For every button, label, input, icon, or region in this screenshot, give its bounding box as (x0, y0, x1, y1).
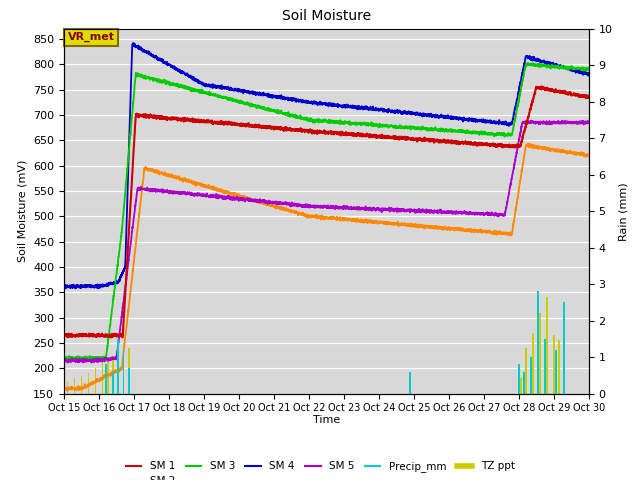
Bar (520, 378, 522, 394)
Bar (553, 336, 555, 394)
Bar (518, 364, 520, 394)
Bar (555, 350, 557, 394)
Bar (117, 339, 119, 394)
Bar (105, 364, 107, 394)
Bar (128, 348, 130, 394)
Bar (81, 376, 83, 394)
Bar (128, 368, 130, 394)
Title: Soil Moisture: Soil Moisture (282, 10, 371, 24)
Bar (544, 339, 546, 394)
Legend: SM 1, SM 2, SM 3, SM 4, SM 5, Precip_mm, TZ ppt: SM 1, SM 2, SM 3, SM 4, SM 5, Precip_mm,… (122, 457, 519, 480)
Y-axis label: Rain (mm): Rain (mm) (618, 182, 628, 240)
Bar (122, 343, 124, 394)
Bar (525, 348, 527, 394)
Bar (546, 297, 548, 394)
Bar (117, 350, 119, 394)
Bar (112, 372, 114, 394)
Text: VR_met: VR_met (67, 32, 115, 42)
Bar (102, 363, 104, 394)
Bar (558, 340, 560, 394)
X-axis label: Time: Time (313, 415, 340, 425)
Bar (88, 373, 90, 394)
Bar (523, 372, 525, 394)
Bar (112, 356, 114, 394)
Bar (67, 381, 68, 394)
Bar (107, 360, 109, 394)
Bar (532, 333, 534, 394)
Bar (563, 302, 565, 394)
Bar (95, 368, 97, 394)
Bar (410, 372, 412, 394)
Bar (122, 350, 124, 394)
Bar (563, 338, 565, 394)
Y-axis label: Soil Moisture (mV): Soil Moisture (mV) (17, 160, 28, 263)
Bar (537, 291, 539, 394)
Bar (539, 312, 541, 394)
Bar (74, 378, 76, 394)
Bar (530, 357, 532, 394)
